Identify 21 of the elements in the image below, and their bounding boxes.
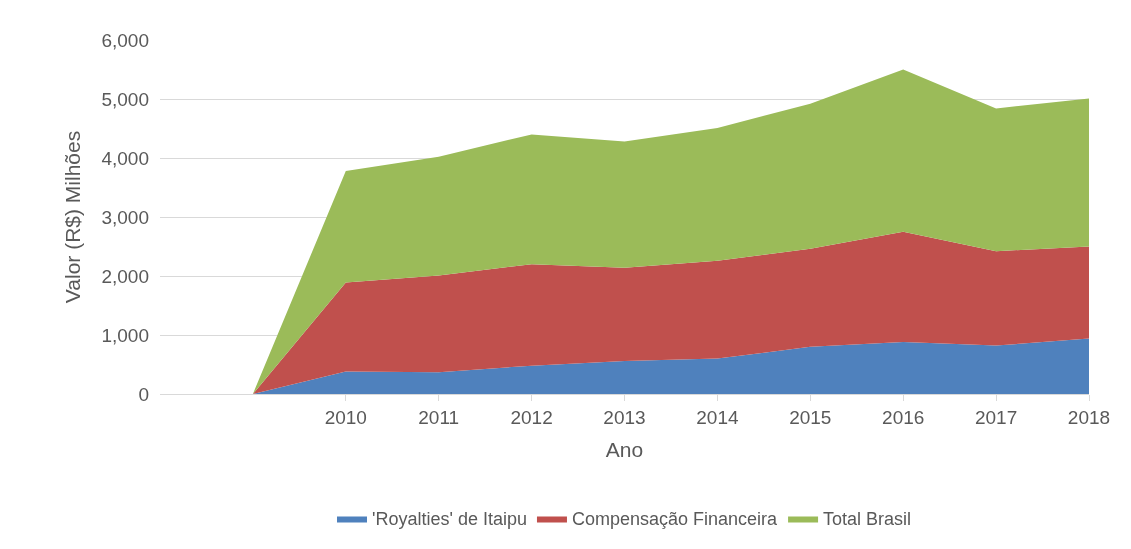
y-tick-label: 2,000 [101,265,149,287]
y-tick-label: 6,000 [101,29,149,51]
x-tick-label: 2012 [510,406,553,428]
y-tick-label: 0 [138,383,149,405]
x-tick-label: 2016 [882,406,925,428]
legend-label: Total Brasil [823,509,912,530]
x-axis-title: Ano [605,438,644,461]
y-axis-title: Valor (R$) Milhões [60,130,84,304]
x-tick-label: 2014 [696,406,739,428]
x-tick-label: 2011 [418,406,460,428]
legend-label: Compensação Financeira [571,509,779,530]
y-tick-label: 1,000 [101,324,149,346]
x-tick-label: 2010 [324,406,367,428]
y-tick-label: 4,000 [101,147,149,169]
x-tick-label: 2017 [974,406,1018,428]
legend-label: 'Royalties' de Itaipu [372,509,527,530]
y-tick-label: 5,000 [101,88,149,110]
x-tick-label: 2018 [1067,406,1111,428]
x-tick-label: 2015 [789,406,832,428]
y-tick-label: 3,000 [101,206,149,228]
x-tick-label: 2013 [603,406,646,428]
